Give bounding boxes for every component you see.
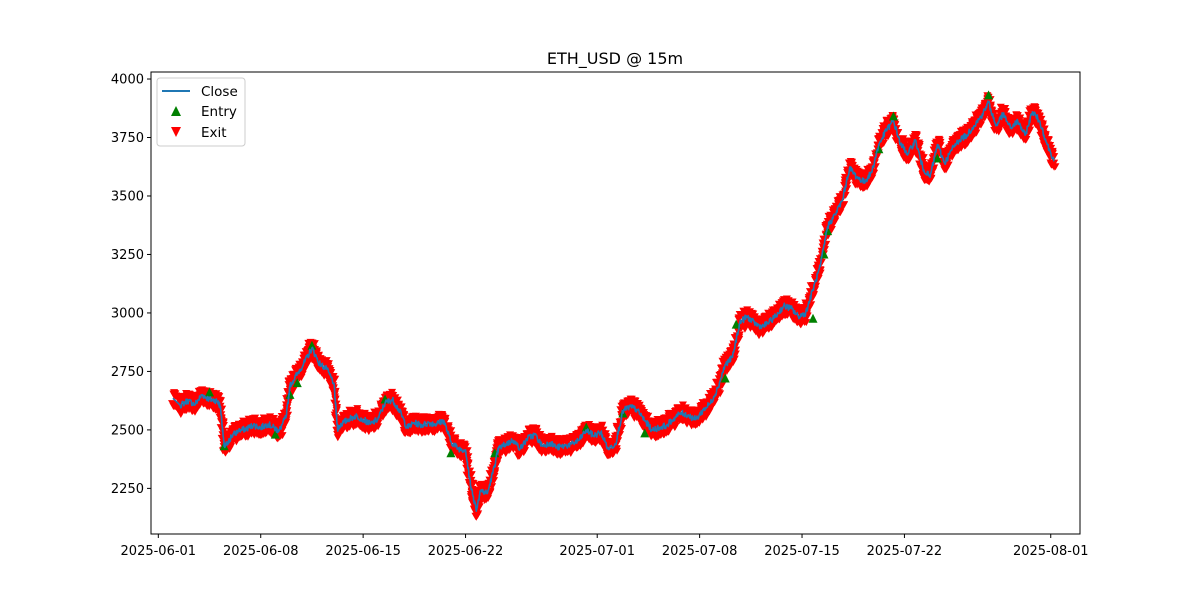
x-tick-label: 2025-06-22 xyxy=(428,544,504,559)
exit-marker xyxy=(617,423,626,431)
legend-entry-label: Entry xyxy=(201,104,237,120)
exit-marker xyxy=(333,434,342,442)
exit-marker xyxy=(444,422,453,430)
exit-marker xyxy=(393,396,402,404)
exit-marker xyxy=(602,434,611,442)
legend-close-label: Close xyxy=(201,84,238,100)
y-tick-label: 3500 xyxy=(111,189,144,204)
x-tick-label: 2025-08-01 xyxy=(1013,544,1089,559)
x-tick-label: 2025-06-15 xyxy=(325,544,401,559)
exit-marker xyxy=(598,421,607,429)
y-tick-label: 3000 xyxy=(111,306,144,321)
exit-marker xyxy=(740,325,749,333)
y-tick-label: 2750 xyxy=(111,365,144,380)
exit-marker xyxy=(451,435,460,443)
y-tick-label: 2250 xyxy=(111,482,144,497)
exit-marker xyxy=(447,427,456,435)
exit-marker xyxy=(614,437,623,445)
exit-marker xyxy=(461,443,470,451)
exit-marker xyxy=(388,388,397,396)
exit-marker xyxy=(215,393,224,401)
exit-marker xyxy=(278,432,287,440)
exit-marker xyxy=(467,471,476,479)
exit-marker xyxy=(671,422,680,430)
x-tick-label: 2025-07-08 xyxy=(662,544,738,559)
y-tick-label: 4000 xyxy=(111,73,144,88)
exit-marker xyxy=(333,404,342,412)
exit-marker xyxy=(310,340,319,348)
exit-marker xyxy=(289,386,298,394)
x-tick-label: 2025-07-01 xyxy=(559,544,635,559)
y-tick-label: 2500 xyxy=(111,423,144,438)
legend: Close Entry Exit xyxy=(156,77,246,147)
exit-marker xyxy=(612,445,621,453)
exit-marker xyxy=(217,397,226,405)
x-tick-label: 2025-06-08 xyxy=(223,544,299,559)
x-tick-label: 2025-06-01 xyxy=(121,544,197,559)
exit-marker xyxy=(285,398,294,406)
plot-area xyxy=(168,90,1060,521)
exit-marker xyxy=(644,412,653,420)
exit-marker xyxy=(716,390,725,398)
y-tick-label: 3750 xyxy=(111,131,144,146)
x-tick-label: 2025-07-22 xyxy=(867,544,943,559)
y-tick-label: 3250 xyxy=(111,248,144,263)
chart-title: ETH_USD @ 15m xyxy=(547,49,683,69)
exit-marker xyxy=(327,369,336,377)
exit-marker xyxy=(521,447,530,455)
x-tick-label: 2025-07-15 xyxy=(764,544,840,559)
legend-exit-label: Exit xyxy=(201,125,227,141)
exit-marker xyxy=(329,384,338,392)
